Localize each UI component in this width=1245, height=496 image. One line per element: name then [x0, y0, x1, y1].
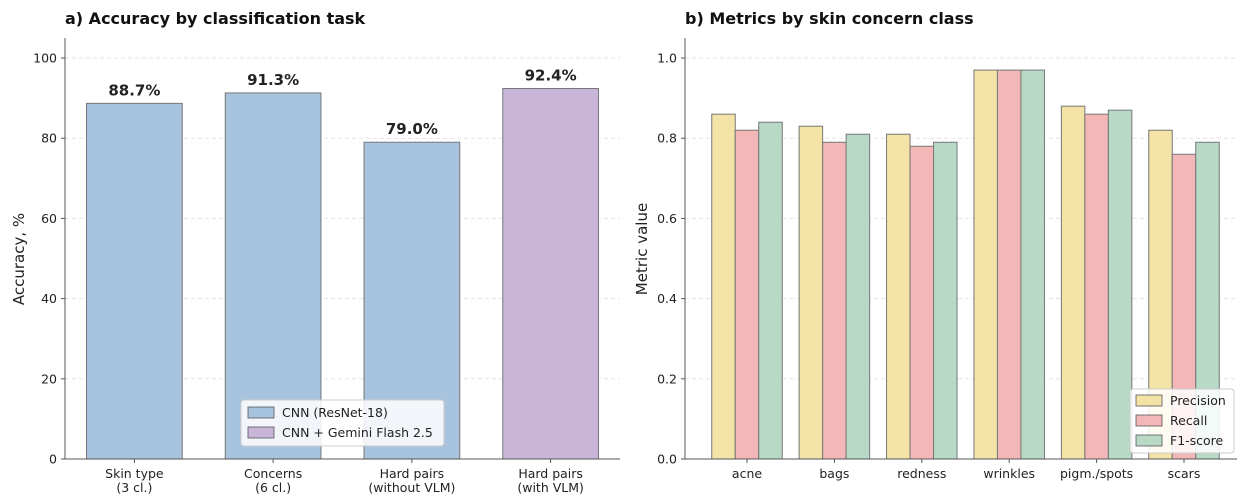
legend-label-f1: F1-score — [1170, 433, 1224, 448]
bar-wrinkles-precision — [973, 69, 998, 460]
y-tick-label: 20 — [41, 371, 57, 386]
x-tick-label: Hard pairs — [380, 466, 445, 481]
y-tick-label: 0.8 — [657, 131, 677, 146]
x-tick-label: pigm./spots — [1060, 466, 1133, 481]
panel-b-legend: Precision Recall F1-score — [1129, 388, 1235, 454]
x-tick-label: (6 cl.) — [255, 480, 291, 495]
bar-redness-f1-score — [933, 141, 958, 460]
bar-redness-recall — [909, 145, 935, 460]
y-tick-label: 0.6 — [657, 211, 677, 226]
bar-bags-precision — [798, 125, 824, 460]
x-tick-label: Skin type — [105, 466, 164, 481]
data-label: 79.0% — [386, 120, 438, 138]
x-tick-label: (with VLM) — [517, 480, 584, 495]
x-tick-label: redness — [897, 466, 946, 481]
panel-b: b) Metrics by skin concern class Metric … — [633, 9, 1237, 481]
legend-label-cnn: CNN (ResNet-18) — [282, 405, 388, 420]
bar-wrinkles-recall — [996, 69, 1022, 460]
legend-label-cnn-gemini: CNN + Gemini Flash 2.5 — [282, 425, 433, 440]
bar-pigm-spots-recall — [1084, 113, 1109, 460]
x-tick-label: (3 cl.) — [116, 480, 152, 495]
legend-label-precision: Precision — [1170, 393, 1226, 408]
legend-swatch-cnn-gemini — [247, 426, 275, 439]
y-tick-label: 0.0 — [657, 452, 677, 467]
y-tick-label: 40 — [41, 291, 57, 306]
y-tick-label: 0 — [49, 452, 57, 467]
panel-a-legend: CNN (ResNet-18) CNN + Gemini Flash 2.5 — [240, 399, 445, 447]
panel-b-y-ticks: 0.0 0.2 0.4 0.6 0.8 1.0 — [657, 51, 685, 467]
bar-wrinkles-f1-score — [1020, 69, 1045, 460]
legend-swatch-precision — [1135, 394, 1163, 407]
bar-pigm-spots-f1-score — [1107, 109, 1133, 460]
y-tick-label: 0.2 — [657, 371, 677, 386]
data-label: 92.4% — [525, 67, 577, 85]
bar-skin-type-3-cl — [86, 102, 183, 460]
bar-concerns-6-cl — [224, 92, 322, 460]
panel-a-x-ticks: Skin type(3 cl.) Concerns(6 cl.) Hard pair… — [105, 459, 584, 495]
x-tick-label: bags — [819, 466, 849, 481]
legend-label-recall: Recall — [1170, 413, 1207, 428]
y-tick-label: 100 — [33, 51, 57, 66]
panel-a: a) Accuracy by classification task Accur… — [10, 9, 620, 495]
legend-swatch-cnn — [247, 406, 275, 419]
panel-b-y-axis-label: Metric value — [633, 203, 651, 295]
bar-redness-precision — [886, 133, 911, 460]
bar-acne-precision — [711, 113, 736, 460]
bar-bags-f1-score — [845, 133, 871, 460]
y-tick-label: 60 — [41, 211, 57, 226]
legend-swatch-f1 — [1135, 434, 1163, 447]
data-label: 88.7% — [108, 81, 160, 99]
x-tick-label: (without VLM) — [368, 480, 455, 495]
y-tick-label: 1.0 — [657, 51, 677, 66]
x-tick-label: acne — [732, 466, 762, 481]
y-tick-label: 0.4 — [657, 291, 677, 306]
x-tick-label: wrinkles — [983, 466, 1035, 481]
x-tick-label: scars — [1168, 466, 1201, 481]
panel-a-y-axis-label: Accuracy, % — [10, 213, 28, 305]
panel-b-x-ticks: acne bags redness wrinkles pigm./spots scars — [732, 459, 1200, 481]
bar-pigm-spots-precision — [1060, 105, 1086, 460]
y-tick-label: 80 — [41, 131, 57, 146]
panel-a-legend-frame — [240, 399, 445, 447]
x-tick-label: Hard pairs — [518, 466, 583, 481]
bar-bags-recall — [822, 141, 847, 460]
panel-b-title: b) Metrics by skin concern class — [685, 9, 974, 28]
panel-a-title: a) Accuracy by classification task — [65, 9, 366, 28]
bar-acne-recall — [734, 129, 760, 460]
panel-a-y-ticks: 0 20 40 60 80 100 — [33, 51, 65, 467]
panel-b-bars — [711, 69, 1220, 460]
legend-swatch-recall — [1135, 414, 1163, 427]
panel-a-data-labels: 88.7% 91.3% 79.0% 92.4% — [108, 67, 576, 139]
data-label: 91.3% — [247, 71, 299, 89]
bar-acne-f1-score — [758, 121, 783, 460]
x-tick-label: Concerns — [244, 466, 302, 481]
bar-hard-pairs-with-vlm — [502, 88, 599, 460]
